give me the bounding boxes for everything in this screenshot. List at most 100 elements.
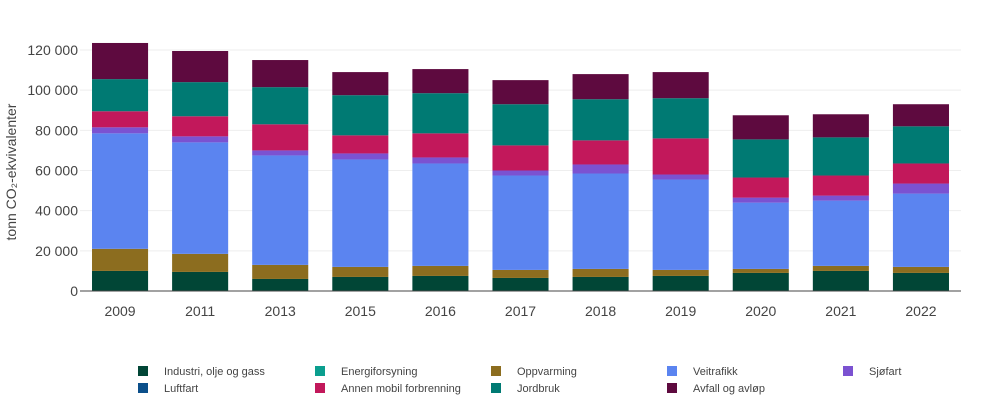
bar-segment[interactable]: [252, 150, 309, 156]
bar-segment[interactable]: [92, 42, 149, 80]
bar-segment[interactable]: [652, 275, 709, 291]
bar-segment[interactable]: [332, 135, 389, 154]
legend-item-label[interactable]: Avfall og avløp: [693, 383, 765, 395]
bar-segment[interactable]: [652, 72, 709, 99]
legend-item-label[interactable]: Industri, olje og gass: [164, 366, 265, 378]
bar-segment[interactable]: [812, 175, 869, 196]
bar-segment[interactable]: [172, 51, 229, 83]
y-tick-label: 0: [70, 283, 78, 299]
bar-segment[interactable]: [732, 197, 789, 203]
bar-segment[interactable]: [812, 200, 869, 266]
bar-segment[interactable]: [572, 268, 629, 277]
bar-segment[interactable]: [572, 140, 629, 165]
bar-segment[interactable]: [732, 272, 789, 291]
bar-segment[interactable]: [92, 248, 149, 271]
bar-segment[interactable]: [492, 145, 549, 171]
legend-item-label[interactable]: Oppvarming: [517, 366, 577, 378]
bar-segment[interactable]: [92, 111, 149, 128]
legend: Industri, olje og gass Energiforsyning Opp…: [138, 366, 901, 395]
bar-segment[interactable]: [892, 193, 949, 267]
bar-segment[interactable]: [172, 116, 229, 137]
bar-segment[interactable]: [92, 79, 149, 112]
bar-segment[interactable]: [492, 170, 549, 176]
bar-segment[interactable]: [412, 93, 469, 134]
bar-segment[interactable]: [892, 272, 949, 291]
bar-segment[interactable]: [732, 202, 789, 269]
bar-segment[interactable]: [332, 153, 389, 160]
legend-item-label[interactable]: Luftfart: [164, 383, 198, 395]
bar-segment[interactable]: [412, 157, 469, 164]
legend-swatch[interactable]: [491, 366, 501, 376]
bar-segment[interactable]: [492, 80, 549, 105]
legend-item-label[interactable]: Veitrafikk: [693, 366, 738, 378]
bar-segment[interactable]: [652, 138, 709, 175]
bar-segment[interactable]: [332, 95, 389, 136]
legend-item-label[interactable]: Annen mobil forbrenning: [341, 383, 461, 395]
bar-segment[interactable]: [332, 266, 389, 277]
bar-segment[interactable]: [572, 173, 629, 269]
bar-segment[interactable]: [412, 265, 469, 276]
bar-segment[interactable]: [252, 124, 309, 151]
bar-segment[interactable]: [172, 142, 229, 254]
bar-segment[interactable]: [492, 175, 549, 270]
bar-segment[interactable]: [812, 265, 869, 271]
legend-swatch[interactable]: [491, 383, 501, 393]
bar-segment[interactable]: [252, 60, 309, 88]
bar-segment[interactable]: [252, 87, 309, 125]
legend-item-label[interactable]: Jordbruk: [517, 383, 560, 395]
legend-swatch[interactable]: [667, 383, 677, 393]
bar-segment[interactable]: [412, 69, 469, 94]
bar-segment[interactable]: [652, 269, 709, 276]
bar-segment[interactable]: [172, 82, 229, 117]
bar-segment[interactable]: [92, 127, 149, 134]
bar-segment[interactable]: [572, 74, 629, 100]
bar-segment[interactable]: [252, 278, 309, 291]
bar-segment[interactable]: [492, 269, 549, 278]
bar-segment[interactable]: [812, 114, 869, 138]
legend-swatch[interactable]: [138, 383, 148, 393]
bar-segment[interactable]: [332, 159, 389, 267]
bar-segment[interactable]: [412, 133, 469, 158]
bar-segment[interactable]: [732, 177, 789, 198]
bar-segment[interactable]: [92, 133, 149, 249]
legend-swatch[interactable]: [315, 366, 325, 376]
bar-segment[interactable]: [652, 179, 709, 270]
bar-segment[interactable]: [252, 264, 309, 279]
bar-segment[interactable]: [252, 155, 309, 265]
bar-segment[interactable]: [572, 276, 629, 291]
bar-segment[interactable]: [732, 115, 789, 140]
legend-swatch[interactable]: [843, 366, 853, 376]
bar-segment[interactable]: [892, 126, 949, 164]
x-tick-label: 2020: [745, 303, 776, 319]
bar-segment[interactable]: [652, 174, 709, 180]
y-tick-label: 80 000: [35, 122, 78, 138]
bar-segment[interactable]: [652, 98, 709, 139]
bar-segment[interactable]: [892, 266, 949, 273]
bar-segment[interactable]: [812, 137, 869, 176]
legend-item-label[interactable]: Energiforsyning: [341, 366, 417, 378]
bar-segment[interactable]: [572, 164, 629, 174]
bar-segment[interactable]: [172, 271, 229, 291]
bar-segment[interactable]: [492, 104, 549, 146]
legend-item-label[interactable]: Sjøfart: [869, 366, 901, 378]
bar-segment[interactable]: [492, 277, 549, 291]
bar-segment[interactable]: [732, 268, 789, 273]
bar-segment[interactable]: [172, 136, 229, 143]
bar-segment[interactable]: [732, 139, 789, 178]
bar-segment[interactable]: [572, 99, 629, 141]
x-tick-label: 2021: [825, 303, 856, 319]
bar-segment[interactable]: [812, 270, 869, 291]
bar-segment[interactable]: [892, 104, 949, 127]
bar-segment[interactable]: [332, 72, 389, 96]
legend-swatch[interactable]: [138, 366, 148, 376]
bar-segment[interactable]: [172, 253, 229, 272]
bar-segment[interactable]: [892, 183, 949, 194]
bar-segment[interactable]: [812, 195, 869, 201]
legend-swatch[interactable]: [315, 383, 325, 393]
bar-segment[interactable]: [892, 163, 949, 184]
bar-segment[interactable]: [332, 276, 389, 291]
bar-segment[interactable]: [412, 163, 469, 266]
bar-segment[interactable]: [412, 275, 469, 291]
legend-swatch[interactable]: [667, 366, 677, 376]
bar-segment[interactable]: [92, 270, 149, 291]
